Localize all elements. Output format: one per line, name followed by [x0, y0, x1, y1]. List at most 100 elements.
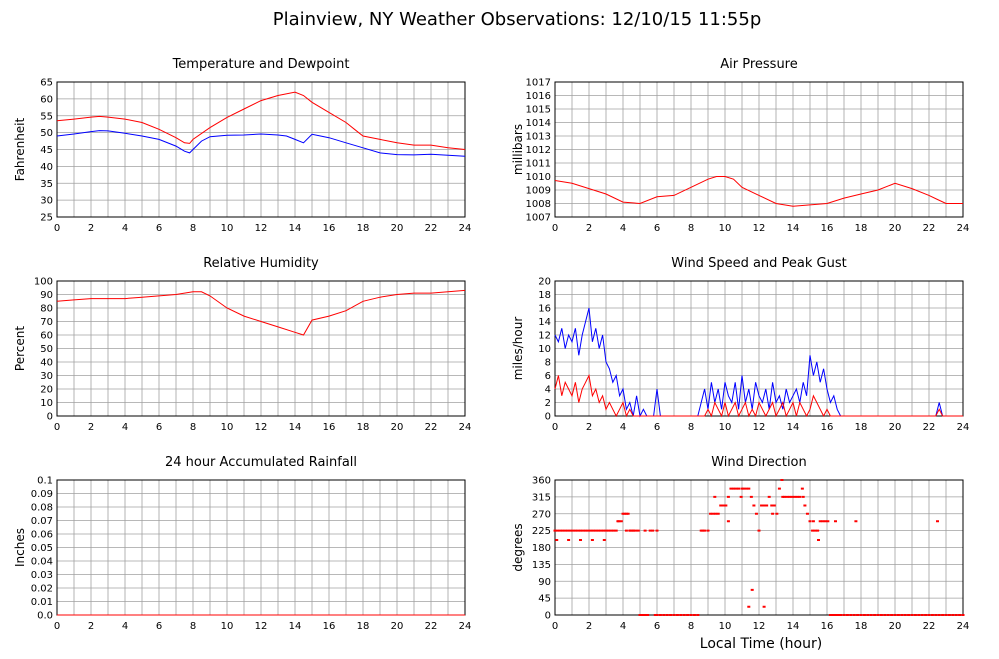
y-tick-label: 1015	[526, 105, 551, 116]
data-point	[623, 512, 627, 515]
x-tick-label: 24	[459, 422, 472, 433]
x-tick-label: 12	[753, 621, 766, 632]
data-point	[747, 487, 751, 490]
data-point	[754, 512, 758, 515]
data-point	[655, 614, 659, 616]
y-tick-label: 80	[40, 304, 53, 315]
x-tick-label: 6	[654, 422, 660, 433]
data-point	[726, 495, 730, 498]
panel-title: Air Pressure	[720, 57, 798, 72]
data-point	[913, 614, 917, 616]
data-point	[813, 529, 817, 532]
data-point	[732, 487, 735, 490]
x-tick-label: 0	[552, 422, 558, 433]
y-tick-label: 100	[34, 277, 53, 288]
x-tick-label: 18	[855, 621, 868, 632]
x-tick-label: 18	[855, 223, 868, 234]
y-tick-label: 40	[40, 358, 53, 369]
data-point	[777, 487, 781, 490]
x-tick-label: 8	[190, 422, 196, 433]
x-tick-label: 6	[156, 422, 162, 433]
x-tick-label: 0	[54, 621, 60, 632]
data-point	[944, 614, 948, 616]
data-point	[920, 614, 924, 616]
y-tick-label: 0.09	[31, 489, 53, 500]
data-point	[701, 529, 705, 532]
x-tick-label: 14	[289, 223, 302, 234]
x-tick-label: 10	[221, 422, 234, 433]
x-tick-label: 8	[190, 223, 196, 234]
data-point	[917, 614, 921, 616]
data-point	[696, 614, 700, 616]
data-point	[711, 512, 715, 515]
data-point	[783, 495, 786, 498]
data-point	[590, 539, 594, 541]
data-point	[831, 614, 835, 616]
x-tick-label: 6	[156, 223, 162, 234]
data-point	[749, 495, 753, 498]
x-tick-label: 16	[821, 621, 834, 632]
x-tick-label: 2	[88, 223, 94, 234]
data-point	[775, 512, 779, 515]
data-point	[954, 614, 958, 616]
data-point	[866, 614, 870, 616]
data-point	[771, 512, 775, 515]
data-point	[655, 529, 659, 532]
x-tick-label: 4	[620, 223, 626, 234]
x-tick-label: 2	[88, 422, 94, 433]
data-point	[561, 529, 565, 532]
data-point	[821, 520, 825, 523]
x-tick-label: 22	[425, 422, 438, 433]
data-point	[849, 614, 853, 616]
y-tick-label: 60	[40, 94, 53, 105]
x-tick-label: 22	[923, 223, 936, 234]
y-tick-label: 10	[538, 344, 551, 355]
data-point	[621, 512, 625, 515]
data-point	[803, 504, 807, 507]
data-point	[873, 614, 877, 616]
y-axis-label: Percent	[13, 326, 27, 371]
x-tick-label: 22	[425, 621, 438, 632]
y-tick-label: 0.0	[37, 611, 53, 622]
data-point	[573, 529, 577, 532]
data-point	[862, 614, 866, 616]
x-tick-label: 20	[889, 223, 902, 234]
x-tick-label: 4	[122, 223, 128, 234]
data-point	[793, 495, 797, 498]
y-axis-label: millibars	[511, 124, 525, 175]
x-tick-label: 0	[54, 422, 60, 433]
x-tick-label: 22	[923, 422, 936, 433]
y-tick-label: 0	[545, 611, 551, 622]
x-tick-label: 8	[190, 621, 196, 632]
y-tick-label: 1016	[526, 91, 551, 102]
y-tick-label: 16	[538, 304, 551, 315]
data-point	[612, 529, 616, 532]
data-point	[628, 529, 632, 532]
data-point	[689, 614, 693, 616]
panel-title: Relative Humidity	[203, 256, 319, 271]
data-point	[643, 529, 647, 532]
data-point	[669, 614, 673, 616]
y-tick-label: 20	[538, 277, 551, 288]
data-point	[890, 614, 894, 616]
data-point	[558, 529, 562, 532]
data-point	[747, 605, 751, 608]
data-point	[653, 614, 657, 616]
data-point	[772, 504, 776, 507]
y-tick-label: 60	[40, 331, 53, 342]
x-tick-label: 14	[787, 223, 800, 234]
y-tick-label: 14	[538, 317, 551, 328]
y-tick-label: 0.05	[31, 543, 53, 554]
y-tick-label: 1013	[526, 132, 551, 143]
data-point	[767, 495, 771, 498]
x-tick-label: 0	[552, 223, 558, 234]
x-tick-label: 22	[923, 621, 936, 632]
x-tick-label: 2	[586, 422, 592, 433]
data-point	[646, 614, 650, 616]
data-point	[581, 529, 585, 532]
data-point	[903, 614, 907, 616]
plot-frame	[554, 479, 964, 616]
y-tick-label: 8	[545, 358, 551, 369]
y-tick-label: 50	[40, 344, 53, 355]
